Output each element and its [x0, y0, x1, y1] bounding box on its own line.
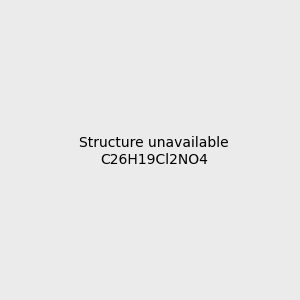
Text: Structure unavailable
C26H19Cl2NO4: Structure unavailable C26H19Cl2NO4	[79, 136, 229, 166]
